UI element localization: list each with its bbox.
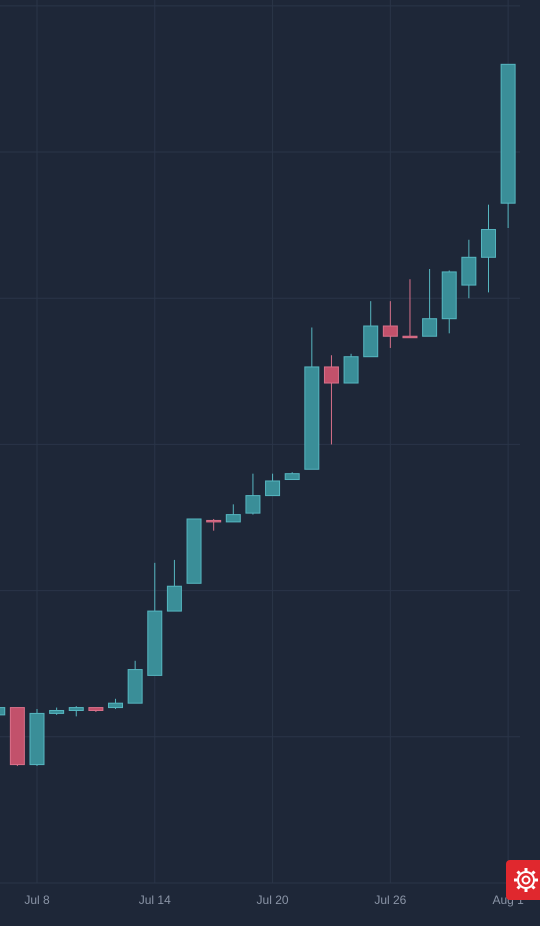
- x-tick-label: Jul 14: [139, 893, 171, 907]
- candle-body: [29, 712, 45, 766]
- candle-body: [402, 335, 418, 339]
- candle-body: [265, 480, 281, 497]
- candle-body: [461, 256, 477, 286]
- candle-body: [441, 271, 457, 320]
- candle-body: [186, 518, 202, 584]
- candle-body: [206, 519, 222, 523]
- candle-body: [304, 366, 320, 470]
- candle-body: [323, 366, 339, 384]
- candle-body: [363, 325, 379, 358]
- candle-body: [88, 707, 104, 711]
- candle-body: [0, 707, 6, 716]
- candle-body: [500, 63, 516, 204]
- gear-icon-center: [521, 875, 531, 885]
- settings-button[interactable]: [506, 860, 540, 900]
- gear-teeth: [514, 868, 538, 892]
- candle-body: [127, 669, 143, 704]
- x-tick-label: Jul 26: [374, 893, 406, 907]
- candle-body: [343, 356, 359, 384]
- candle-body: [9, 707, 25, 766]
- candle-body: [480, 229, 496, 258]
- candle-body: [382, 325, 398, 337]
- candles: [0, 63, 516, 767]
- candle-body: [284, 473, 300, 481]
- x-tick-label: Jul 8: [24, 893, 50, 907]
- candle-body: [108, 702, 124, 709]
- candle-body: [49, 709, 65, 714]
- candle-body: [245, 495, 261, 514]
- gear-icon: [517, 871, 535, 889]
- candle-body: [225, 514, 241, 523]
- candle-body: [68, 707, 84, 711]
- candle-body: [166, 585, 182, 612]
- candle-body: [147, 610, 163, 676]
- candle-body: [422, 318, 438, 337]
- x-tick-label: Jul 20: [257, 893, 289, 907]
